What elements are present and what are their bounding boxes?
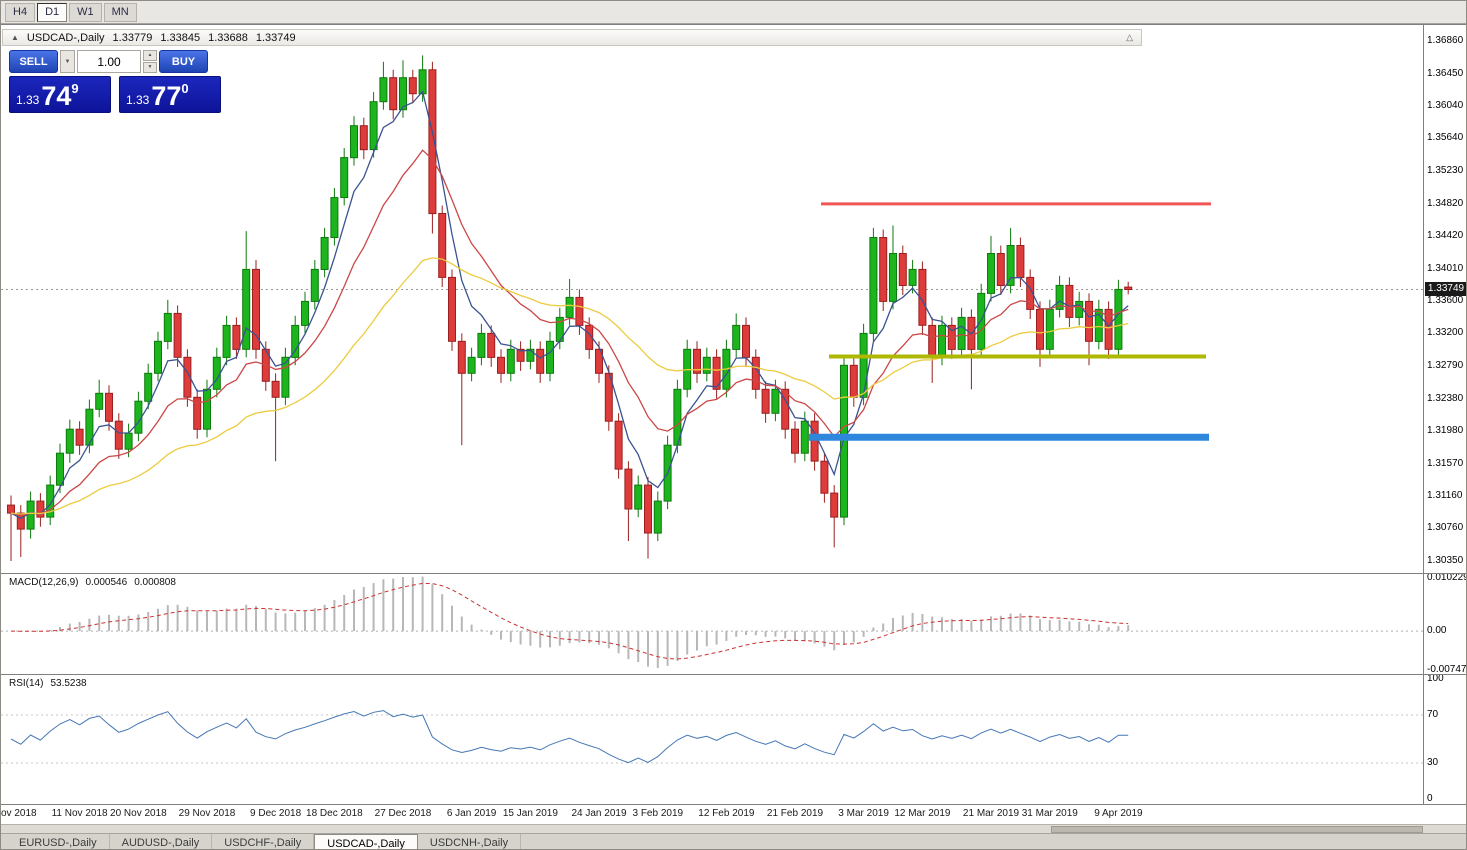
buy-price-button[interactable]: 1.33 77 0 (119, 76, 221, 113)
macd-name: MACD(12,26,9) (9, 577, 79, 588)
price-axis-label: 1.31570 (1427, 457, 1464, 469)
buy-price-prefix: 1.33 (126, 93, 150, 107)
time-axis-label: 6 Jan 2019 (446, 808, 497, 819)
rsi-axis-label: 70 (1427, 709, 1439, 720)
sell-price-prefix: 1.33 (16, 93, 40, 107)
macd-axis-label: 0.00 (1427, 625, 1447, 636)
rsi-value: 53.5238 (50, 678, 87, 689)
time-axis-label: 11 Nov 2018 (51, 808, 108, 819)
macd-value-main: 0.000546 (85, 577, 128, 588)
buy-price-big: 77 (151, 81, 182, 111)
timeframe-tab-w1[interactable]: W1 (69, 2, 102, 22)
buy-price-sup: 0 (181, 81, 189, 96)
time-axis-label: 9 Apr 2019 (1094, 808, 1143, 819)
price-axis-label: 1.33200 (1427, 327, 1464, 339)
sell-button[interactable]: SELL (9, 50, 58, 73)
time-axis-label: 31 Mar 2019 (1021, 808, 1078, 819)
macd-canvas[interactable] (1, 574, 1423, 674)
sell-price-big: 74 (41, 81, 72, 111)
chart-tab-usdcnh[interactable]: USDCNH-,Daily (418, 834, 522, 849)
timeframe-tab-mn[interactable]: MN (103, 2, 137, 22)
buy-button[interactable]: BUY (159, 50, 208, 73)
time-axis-label: 15 Jan 2019 (502, 808, 558, 819)
price-axis-label: 1.36860 (1427, 35, 1464, 46)
horizontal-scrollbar[interactable] (1, 824, 1466, 833)
ohlc-high: 1.33845 (160, 31, 201, 44)
chart-symbol-title: USDCAD-,Daily (26, 31, 105, 44)
price-axis-label: 1.33600 (1427, 295, 1464, 307)
price-axis-label: 1.35640 (1427, 132, 1464, 144)
price-axis-label: 1.30350 (1427, 555, 1464, 566)
timeframe-tab-d1[interactable]: D1 (37, 2, 68, 22)
time-axis-label: 24 Jan 2019 (571, 808, 627, 819)
time-axis-label: 3 Feb 2019 (632, 808, 684, 819)
price-axis-label: 1.36450 (1427, 67, 1464, 79)
macd-value-signal: 0.000808 (134, 577, 176, 588)
main-chart-canvas[interactable] (1, 45, 1423, 573)
chart-tab-audusd[interactable]: AUDUSD-,Daily (110, 834, 213, 849)
one-click-trading-panel: SELL ▼ ▲ ▼ BUY 1.33 74 9 1.33 77 0 (9, 50, 229, 113)
price-axis[interactable]: 1.36860 1.36450 1.36040 1.35640 1.35230 1.348… (1423, 25, 1467, 805)
price-axis-label: 1.31980 (1427, 424, 1464, 436)
chart-tabs-bar: EURUSD-,Daily AUDUSD-,Daily USDCHF-,Daily U… (1, 833, 1466, 849)
time-axis-label: 12 Feb 2019 (698, 808, 755, 819)
ohlc-close: 1.33749 (255, 31, 296, 44)
macd-label: MACD(12,26,9) 0.000546 0.000808 (9, 577, 176, 588)
rsi-canvas[interactable] (1, 675, 1423, 803)
macd-axis-label: 0.010229 (1427, 572, 1467, 583)
time-axis-label: 29 Nov 2018 (178, 808, 236, 819)
rsi-axis-label: 100 (1427, 673, 1444, 684)
time-axis-label: 9 Dec 2018 (250, 808, 302, 819)
macd-pane-divider[interactable] (1, 573, 1466, 574)
subwindow-expand-icon[interactable]: △ (1126, 32, 1133, 42)
volume-dropdown-button[interactable]: ▼ (60, 50, 75, 73)
time-axis-label: 18 Dec 2018 (306, 808, 363, 819)
volume-spin-down-button[interactable]: ▼ (143, 62, 157, 73)
rsi-axis-label: 30 (1427, 757, 1439, 768)
price-axis-label: 1.32790 (1427, 360, 1464, 372)
rsi-label: RSI(14) 53.5238 (9, 678, 87, 689)
scrollbar-thumb[interactable] (1051, 826, 1423, 833)
chart-tab-usdchf[interactable]: USDCHF-,Daily (212, 834, 315, 849)
rsi-name: RSI(14) (9, 678, 44, 689)
ohlc-low: 1.33688 (208, 31, 248, 44)
bid-ask-row: 1.33 74 9 1.33 77 0 (9, 76, 229, 113)
rsi-pane-divider[interactable] (1, 674, 1466, 675)
time-axis-label: 12 Mar 2019 (894, 808, 951, 819)
rsi-axis-label: 0 (1427, 793, 1433, 804)
time-axis-divider (1, 804, 1466, 805)
ohlc-open: 1.33779 (112, 31, 153, 44)
macd-axis-label: -0.007477 (1427, 664, 1467, 675)
time-axis-label: 27 Dec 2018 (374, 808, 432, 819)
price-axis-label: 1.31160 (1427, 490, 1463, 502)
sell-price-button[interactable]: 1.33 74 9 (9, 76, 111, 113)
price-axis-label: 1.32380 (1427, 392, 1464, 404)
time-axis-label: 20 Nov 2018 (110, 808, 167, 819)
price-axis-label: 1.35230 (1427, 165, 1464, 177)
volume-spin-up-button[interactable]: ▲ (143, 50, 157, 61)
chart-title-bar: ▲ USDCAD-,Daily 1.33779 1.33845 1.33688 … (2, 29, 1142, 46)
collapse-triangle-icon[interactable]: ▲ (11, 33, 19, 42)
trade-controls-row: SELL ▼ ▲ ▼ BUY (9, 50, 229, 73)
time-axis-label: 21 Mar 2019 (962, 808, 1020, 819)
current-price-badge: 1.33749 (1425, 282, 1466, 297)
time-axis-label: 21 Feb 2019 (766, 808, 824, 819)
price-axis-label: 1.34420 (1427, 229, 1464, 241)
chart-tab-usdcad[interactable]: USDCAD-,Daily (314, 834, 418, 849)
volume-input[interactable] (77, 50, 141, 73)
time-axis-label: 3 Mar 2019 (838, 808, 889, 819)
timeframe-tab-h4[interactable]: H4 (5, 2, 36, 22)
price-axis-label: 1.36040 (1427, 100, 1464, 112)
time-axis-label: 1 Nov 2018 (0, 808, 37, 819)
price-axis-label: 1.34010 (1427, 262, 1464, 274)
sell-price-sup: 9 (71, 81, 79, 96)
volume-spinner: ▲ ▼ (143, 50, 157, 73)
toolbar-divider (1, 24, 1466, 25)
timeframe-toolbar: H4 D1 W1 MN (1, 1, 1466, 24)
price-axis-label: 1.34820 (1427, 197, 1464, 209)
chart-tab-eurusd[interactable]: EURUSD-,Daily (7, 834, 110, 849)
price-axis-label: 1.30760 (1427, 522, 1464, 534)
